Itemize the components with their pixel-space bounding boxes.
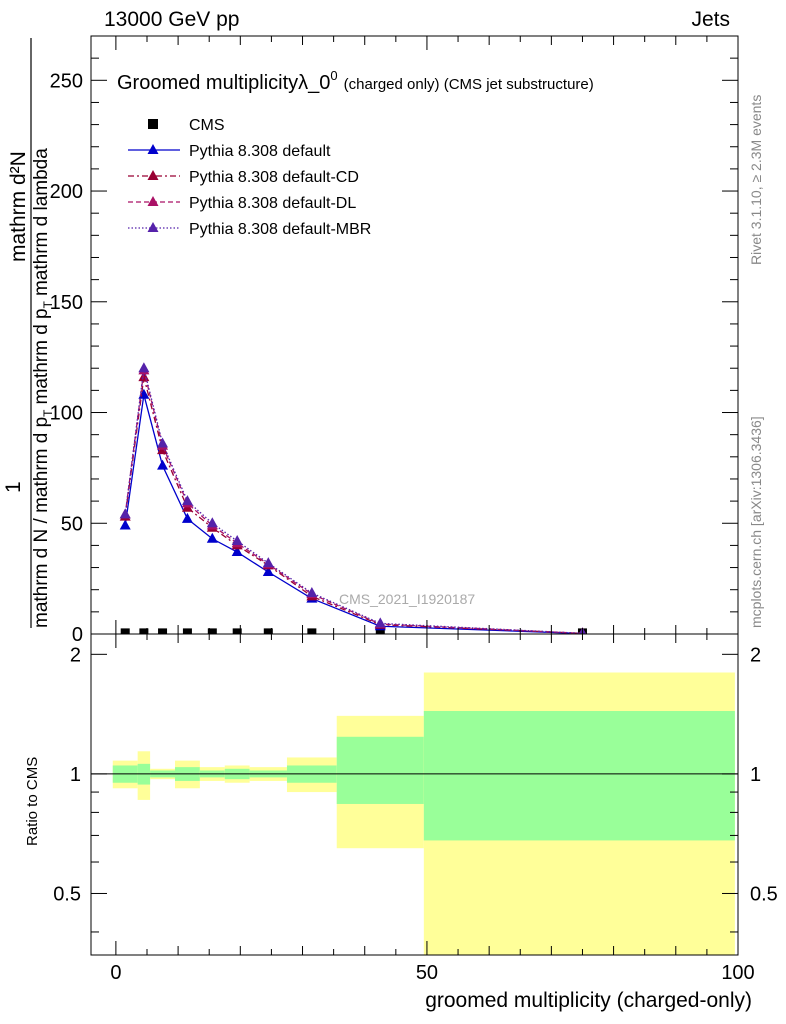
- series-1-point-3: [181, 512, 193, 523]
- y-label-numerator: mathrm d²N: [7, 151, 30, 262]
- series-0-point-7: [307, 628, 317, 634]
- series-0-point-3: [182, 628, 192, 634]
- series-0-point-6: [263, 628, 273, 634]
- legend-label-0: CMS: [189, 117, 225, 134]
- series-4-point-8: [374, 617, 386, 628]
- series-line-4: [124, 368, 583, 634]
- legend-marker-1: [147, 144, 159, 154]
- legend-label-1: Pythia 8.308 default: [189, 143, 331, 160]
- main-series-group: [119, 362, 587, 634]
- ratio-ytick-label-left: 1: [70, 764, 81, 786]
- ratio-xtick-label: 0: [110, 962, 121, 984]
- legend-label-2: Pythia 8.308 default-CD: [189, 169, 359, 186]
- legend-marker-0: [148, 119, 158, 129]
- series-0-point-1: [139, 628, 149, 634]
- x-axis-label: groomed multiplicity (charged-only): [425, 989, 752, 1012]
- ratio-ytick-label-right: 2: [750, 644, 761, 666]
- analysis-watermark: CMS_2021_I1920187: [339, 591, 475, 607]
- series-4-point-1: [138, 362, 150, 373]
- ratio-axis-ticks: 0.5 0.5 1 1 2 2 0 50 100: [53, 634, 778, 984]
- ratio-ytick-label-left: 0.5: [53, 883, 81, 905]
- legend-marker-2: [147, 170, 159, 180]
- series-4-point-7: [306, 587, 318, 598]
- series-4-point-5: [231, 534, 243, 545]
- series-1-point-2: [157, 459, 169, 470]
- ratio-y-axis-label: Ratio to CMS: [24, 757, 41, 846]
- chart-title: Groomed multiplicityλ_00(charged only) (…: [117, 68, 594, 94]
- ratio-inner-band-8: [336, 736, 424, 804]
- series-0-point-5: [232, 628, 242, 634]
- series-line-2: [124, 376, 583, 634]
- main-ytick-label: 100: [50, 403, 83, 425]
- main-axis-ticks: 0 50 100 150 200 250: [50, 35, 739, 646]
- ratio-uncertainty-bands: [112, 672, 735, 955]
- series-0-point-2: [158, 628, 168, 634]
- ratio-inner-band-9: [423, 710, 735, 841]
- series-1-point-6: [262, 565, 274, 576]
- rivet-side-label: Rivet 3.1.10, ≥ 2.3M events: [748, 95, 764, 265]
- main-ytick-label: 200: [50, 181, 83, 203]
- main-y-axis-label: mathrm d²N 1 mathrm d N / mathrm d pTmat…: [2, 38, 55, 628]
- ratio-xtick-label: 100: [721, 962, 754, 984]
- y-label-denominator: mathrm d N / mathrm d pTmathrm d pTmathr…: [31, 148, 55, 628]
- legend-marker-4: [147, 222, 159, 232]
- series-4-point-0: [119, 508, 131, 519]
- y-label-one: 1: [2, 481, 25, 493]
- series-4-point-2: [157, 437, 169, 448]
- series-1-point-0: [119, 519, 131, 530]
- series-4-point-4: [206, 517, 218, 528]
- main-ytick-label: 150: [50, 292, 83, 314]
- legend: CMS Pythia 8.308 default Pythia 8.308 defa…: [128, 117, 371, 238]
- series-0-point-0: [120, 628, 130, 634]
- legend-label-4: Pythia 8.308 default-MBR: [189, 221, 371, 238]
- series-1-point-4: [206, 532, 218, 543]
- ratio-ytick-label-right: 0.5: [750, 883, 778, 905]
- series-1-point-5: [231, 546, 243, 557]
- ratio-ytick-label-right: 1: [750, 764, 761, 786]
- series-line-1: [124, 394, 583, 634]
- legend-marker-3: [147, 196, 159, 206]
- main-ytick-label: 250: [50, 70, 83, 92]
- series-4-point-6: [262, 557, 274, 568]
- ratio-ytick-label-left: 2: [70, 644, 81, 666]
- series-4-point-3: [181, 495, 193, 506]
- series-0-point-4: [207, 628, 217, 634]
- ratio-plot-frame: [90, 633, 739, 956]
- header-beam-label: 13000 GeV pp: [104, 8, 240, 31]
- series-0-point-8: [375, 628, 385, 634]
- main-ytick-label: 50: [61, 513, 83, 535]
- mcplots-side-label: mcplots.cern.ch [arXiv:1306.3436]: [748, 416, 764, 628]
- legend-label-3: Pythia 8.308 default-DL: [189, 195, 356, 212]
- header-category-label: Jets: [691, 8, 730, 31]
- ratio-xtick-label: 50: [416, 962, 438, 984]
- main-ytick-label: 0: [72, 624, 83, 646]
